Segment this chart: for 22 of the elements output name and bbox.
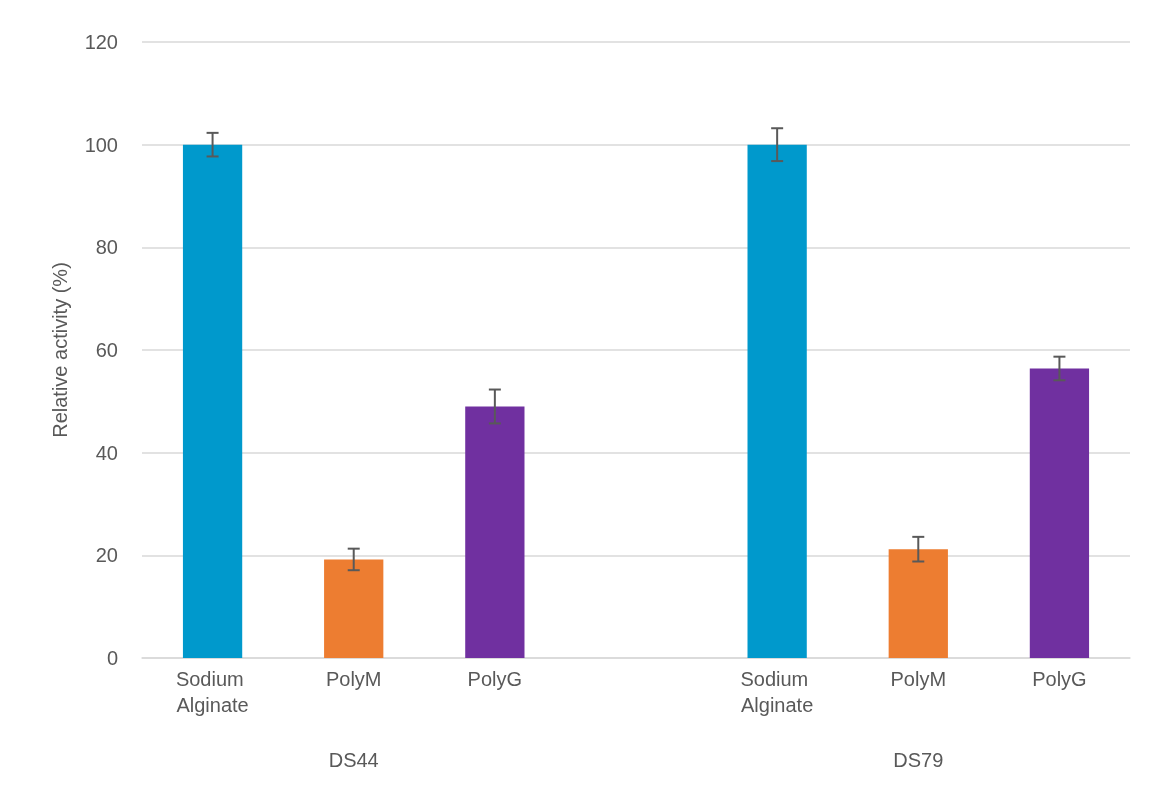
x-tick-label: PolyM <box>325 668 382 690</box>
x-tick-label: Sodium Alginate <box>175 668 250 716</box>
bar <box>324 559 384 658</box>
text: DS44 <box>328 749 379 771</box>
y-tick-label: 20 <box>95 544 118 567</box>
y-tick-label: 100 <box>84 133 118 156</box>
y-axis-title: Relative activity (%) <box>49 262 71 438</box>
x-tick-label: Sodium Alginate <box>740 668 814 716</box>
y-tick-label: 80 <box>95 236 118 259</box>
bar <box>465 406 525 658</box>
x-tick-label: PolyM <box>890 668 947 690</box>
y-tick-label: 0 <box>106 647 118 669</box>
x-tick-label: PolyG <box>467 668 523 690</box>
y-tick-label: 40 <box>95 441 118 464</box>
y-tick-label: 120 <box>84 31 118 53</box>
y-tick-label: 60 <box>95 339 118 361</box>
x-tick-label: PolyG <box>1032 668 1087 690</box>
bar <box>1029 368 1090 658</box>
text: DS79 <box>893 749 944 771</box>
bar <box>888 549 948 658</box>
bar <box>747 144 807 658</box>
bar <box>182 144 243 658</box>
